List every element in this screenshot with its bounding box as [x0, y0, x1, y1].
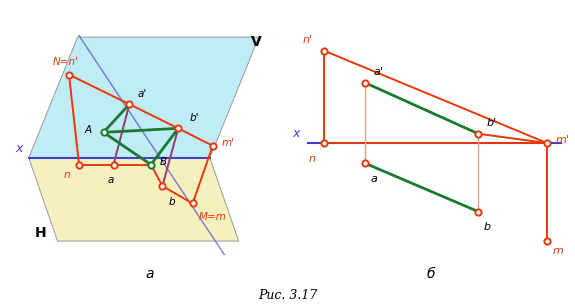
- Text: M=m: M=m: [198, 212, 226, 221]
- Text: Рис. 3.17: Рис. 3.17: [258, 289, 317, 302]
- Text: a: a: [370, 174, 377, 184]
- Text: n: n: [64, 170, 70, 180]
- Text: x: x: [16, 142, 23, 155]
- Text: A: A: [85, 125, 92, 135]
- Text: b: b: [484, 222, 491, 232]
- Text: B: B: [160, 157, 167, 167]
- Text: a: a: [108, 175, 114, 185]
- Text: a': a': [373, 67, 383, 77]
- Text: б: б: [427, 267, 435, 281]
- Text: b': b': [190, 113, 200, 123]
- Text: a': a': [138, 89, 147, 99]
- Text: а: а: [145, 267, 154, 281]
- Text: m: m: [553, 246, 563, 257]
- Text: m': m': [221, 138, 235, 148]
- Text: m': m': [555, 135, 569, 145]
- Polygon shape: [29, 158, 239, 241]
- Text: n: n: [308, 154, 315, 164]
- Polygon shape: [29, 37, 259, 158]
- Text: N=n': N=n': [53, 57, 79, 66]
- Text: H: H: [34, 226, 46, 240]
- Text: x: x: [293, 127, 300, 140]
- Text: n': n': [302, 35, 313, 45]
- Text: V: V: [251, 35, 261, 49]
- Text: b': b': [486, 118, 497, 128]
- Text: b: b: [168, 197, 175, 207]
